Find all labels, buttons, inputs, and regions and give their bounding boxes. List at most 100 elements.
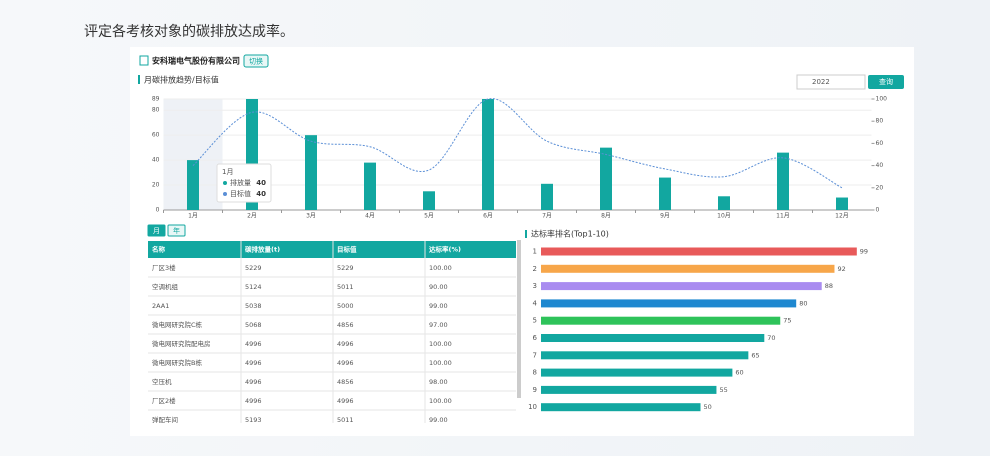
table-cell: 厂区3楼 xyxy=(152,263,176,272)
x-tick-label: 8月 xyxy=(601,213,611,220)
x-tick-label: 1月 xyxy=(188,213,198,220)
table-cell: 4996 xyxy=(245,378,262,386)
table-header-cell: 名称 xyxy=(152,245,166,254)
y-tick-label: 20 xyxy=(152,182,160,189)
y2-tick-label: 0 xyxy=(876,207,880,214)
rank-label: 8 xyxy=(533,369,537,377)
rank-value: 99 xyxy=(860,248,868,256)
rank-label: 2 xyxy=(533,265,537,273)
rank-label: 1 xyxy=(533,248,537,256)
bar xyxy=(364,162,376,210)
date-input[interactable] xyxy=(796,74,866,90)
switch-button[interactable] xyxy=(243,54,269,68)
table-cell: 微电网研究院C栋 xyxy=(152,320,203,329)
y-tick-label: 89 xyxy=(152,96,160,103)
table-cell: 微电网研究院B栋 xyxy=(152,358,202,367)
rank-bar xyxy=(541,385,717,394)
table-cell: 5011 xyxy=(337,283,354,291)
x-tick-label: 3月 xyxy=(306,213,316,220)
period-tab-label: 月 xyxy=(153,227,160,235)
rank-value: 65 xyxy=(751,351,759,359)
rank-value: 75 xyxy=(783,317,791,325)
table-cell: 5068 xyxy=(245,321,262,329)
table-cell: 4856 xyxy=(337,378,354,386)
table-cell: 4996 xyxy=(337,340,354,348)
table-cell: 4996 xyxy=(337,359,354,367)
x-tick-label: 6月 xyxy=(483,213,493,220)
tooltip-title: 1月 xyxy=(222,168,233,176)
rank-bar xyxy=(541,403,701,412)
table-cell: 100.00 xyxy=(429,264,452,272)
table-cell: 4996 xyxy=(245,359,262,367)
y-tick-label: 80 xyxy=(152,107,160,114)
bar xyxy=(423,191,435,210)
table-cell: 弹配车间 xyxy=(152,415,178,424)
x-tick-label: 9月 xyxy=(660,213,670,220)
table-cell: 厂区2楼 xyxy=(152,396,176,405)
rank-value: 88 xyxy=(825,282,833,290)
rank-title: 达标率排名(Top1-10) xyxy=(531,229,609,239)
table-header xyxy=(148,241,516,258)
x-tick-label: 5月 xyxy=(424,213,434,220)
y-tick-label: 40 xyxy=(152,157,160,164)
table-cell: 2AA1 xyxy=(152,302,169,310)
table-cell: 5011 xyxy=(337,416,354,424)
tooltip-name: 目标值 xyxy=(230,189,251,198)
y-tick-label: 60 xyxy=(152,132,160,139)
bar xyxy=(187,160,199,210)
rank-label: 9 xyxy=(533,386,537,394)
table-cell: 空调机组 xyxy=(152,282,179,291)
rank-label: 4 xyxy=(533,299,538,307)
bar xyxy=(718,196,730,210)
tooltip-value: 40 xyxy=(256,179,266,187)
section-bar xyxy=(138,75,140,84)
bar xyxy=(305,135,317,210)
query-button[interactable] xyxy=(868,75,904,89)
tooltip-value: 40 xyxy=(256,190,266,198)
rank-bar xyxy=(541,282,822,291)
table-cell: 5229 xyxy=(245,264,262,272)
rank-bar xyxy=(541,264,835,273)
period-tab[interactable] xyxy=(147,224,166,237)
company-name: 安科瑞电气股份有限公司 xyxy=(152,56,240,66)
table-cell: 5124 xyxy=(245,283,262,291)
table-cell: 90.00 xyxy=(429,283,448,291)
table-header-cell: 达标率(%) xyxy=(429,245,461,254)
table-cell: 5229 xyxy=(337,264,354,272)
y2-tick-label: 20 xyxy=(876,184,884,191)
table-cell: 5193 xyxy=(245,416,262,424)
tooltip-dot xyxy=(223,192,227,196)
scrollbar[interactable] xyxy=(517,240,521,398)
switch-label: 切换 xyxy=(249,57,263,66)
table-cell: 100.00 xyxy=(429,340,452,348)
table-cell: 4856 xyxy=(337,321,354,329)
rank-value: 80 xyxy=(799,299,807,307)
bar xyxy=(659,177,671,210)
table-cell: 99.00 xyxy=(429,416,448,424)
table-cell: 4996 xyxy=(245,340,262,348)
table-cell: 5000 xyxy=(337,302,354,310)
table-cell: 4996 xyxy=(337,397,354,405)
tooltip-dot xyxy=(223,181,227,185)
tooltip xyxy=(216,163,272,203)
rank-label: 5 xyxy=(533,317,537,325)
bar xyxy=(482,99,494,210)
period-tab[interactable] xyxy=(167,224,186,237)
period-tab-label: 年 xyxy=(173,226,180,235)
table-cell: 4996 xyxy=(245,397,262,405)
table-cell: 100.00 xyxy=(429,359,452,367)
y-tick-label: 0 xyxy=(156,207,160,214)
rank-value: 92 xyxy=(837,265,845,273)
rank-label: 10 xyxy=(528,403,537,411)
rank-bar xyxy=(541,316,781,325)
trend-title: 月碳排放趋势/目标值 xyxy=(144,75,219,85)
target-line xyxy=(192,98,843,189)
x-tick-label: 12月 xyxy=(835,213,849,220)
bar xyxy=(541,183,553,210)
y2-tick-label: 40 xyxy=(876,162,884,169)
heading: 评定各考核对象的碳排放达成率。 xyxy=(84,23,294,40)
table-cell: 5038 xyxy=(245,302,262,310)
section-bar xyxy=(525,230,527,238)
table-cell: 97.00 xyxy=(429,321,448,329)
